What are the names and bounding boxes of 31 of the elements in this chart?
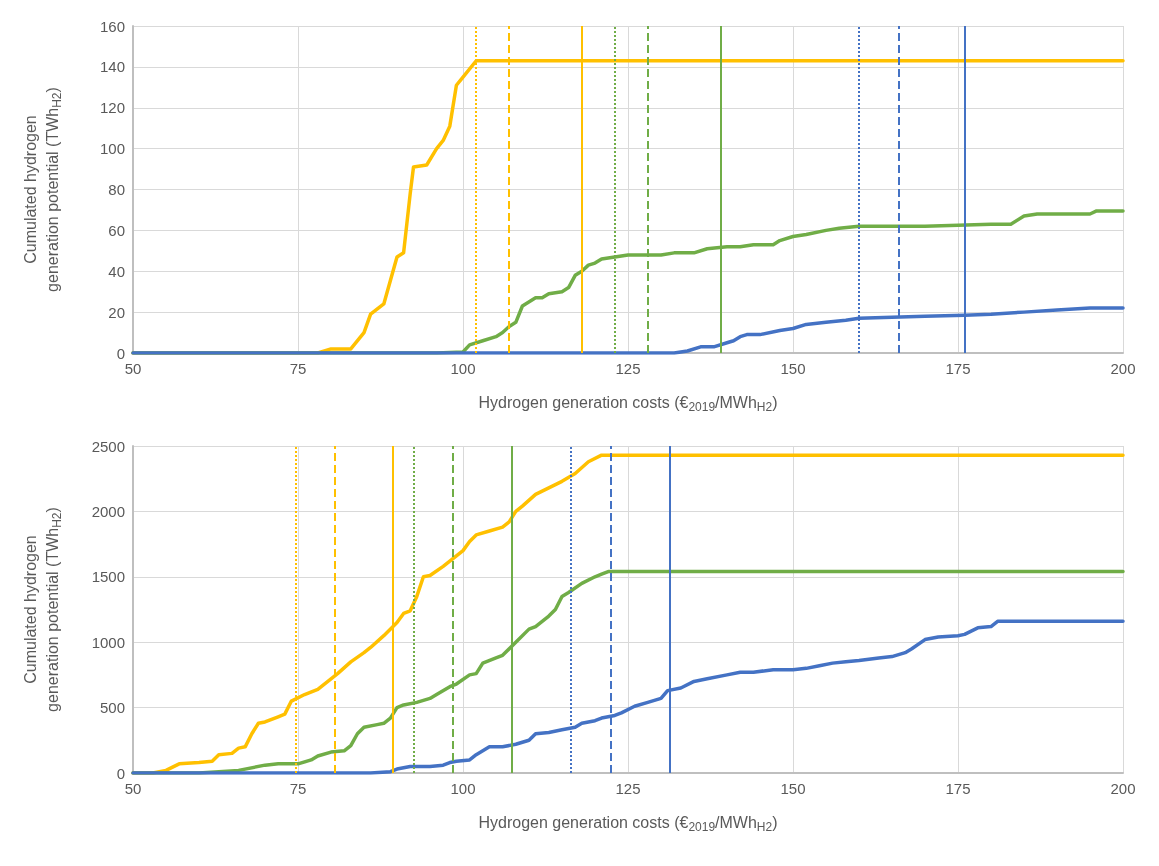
y-tick-label: 500	[99, 699, 125, 717]
x-tick-label: 50	[124, 360, 142, 377]
x-tick-label: 75	[289, 780, 307, 797]
x-tick-label: 150	[780, 360, 806, 377]
y-tick-label: 0	[116, 764, 125, 782]
x-tick-label: 125	[615, 360, 641, 377]
y-tick-label: 1500	[91, 568, 125, 586]
y-tick-label: 160	[99, 17, 125, 35]
y-tick-label: 140	[99, 58, 125, 76]
x-tick-label: 175	[945, 780, 971, 797]
y-tick-label: 2500	[91, 437, 125, 455]
x-tick-label: 175	[945, 360, 971, 377]
y-tick-label: 100	[99, 140, 125, 158]
x-tick-label: 200	[1110, 780, 1136, 797]
y-tick-label: 2000	[91, 502, 125, 520]
y-tick-label: 20	[108, 303, 125, 321]
y-tick-label: 60	[108, 221, 125, 239]
y-tick-label: 120	[99, 99, 125, 117]
x-tick-label: 75	[289, 360, 307, 377]
y-tick-label: 1000	[91, 633, 125, 651]
x-tick-label: 50	[124, 780, 142, 797]
y-tick-label: 40	[108, 262, 125, 280]
x-tick-label: 150	[780, 780, 806, 797]
x-tick-label: 200	[1110, 360, 1136, 377]
y-tick-label: 80	[108, 181, 125, 198]
x-tick-label: 125	[615, 780, 641, 797]
x-tick-label: 100	[450, 360, 476, 377]
y-tick-label: 0	[116, 344, 125, 362]
x-tick-label: 100	[450, 780, 476, 797]
y-axis-title: Cumulated hydrogen generation potential (TWhH2)	[21, 507, 64, 712]
y-axis-title: Cumulated hydrogen generation potential (TWhH2)	[21, 87, 64, 292]
